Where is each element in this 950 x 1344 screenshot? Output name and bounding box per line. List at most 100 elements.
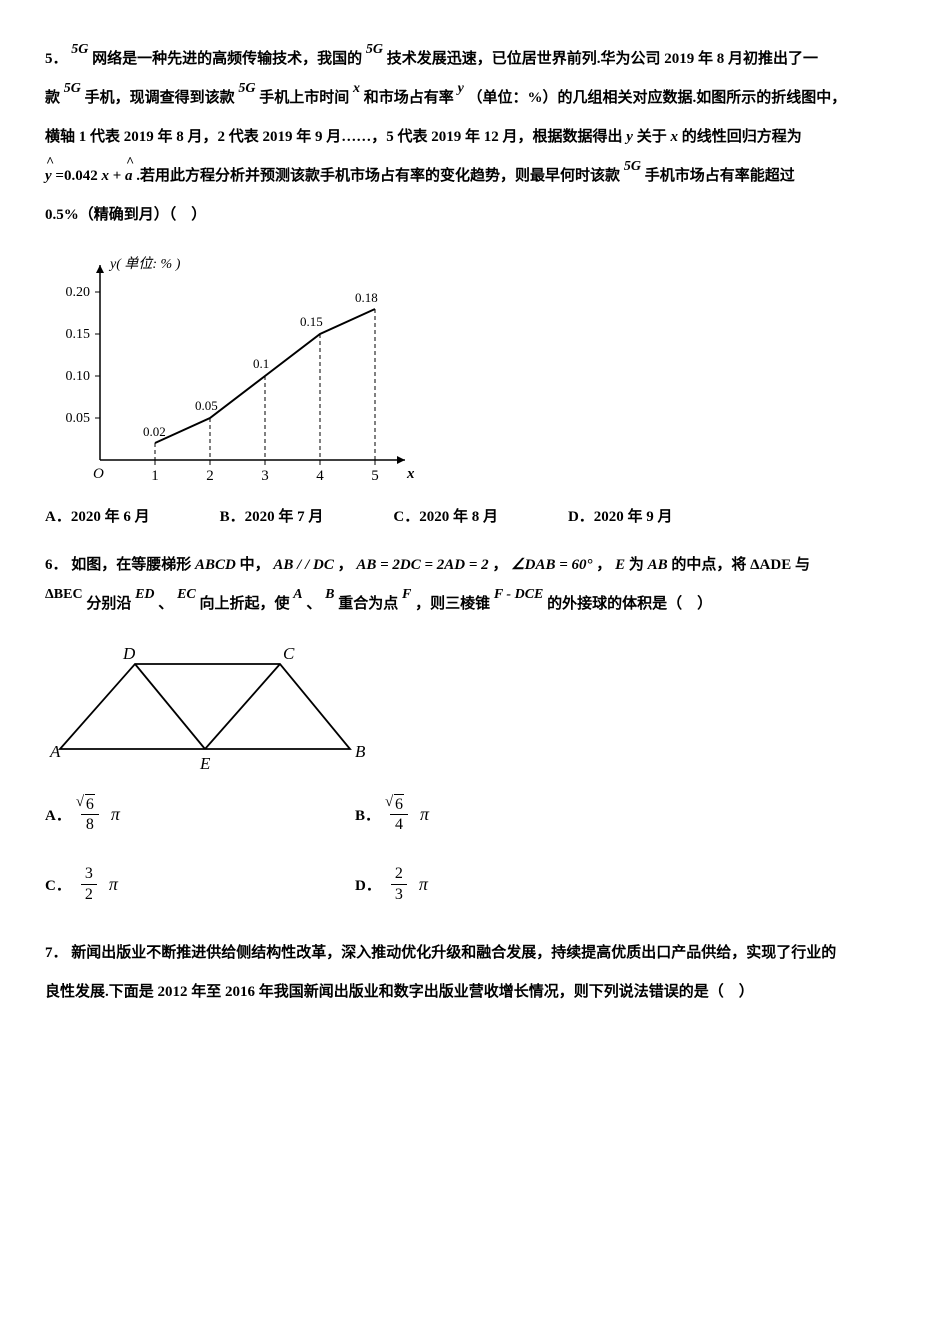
xticklabel-4: 4 <box>316 468 324 484</box>
vertex-e: E <box>199 754 211 773</box>
datalabel-1: 0.02 <box>143 424 166 439</box>
q5-option-a: A．2020 年 6 月 <box>45 505 150 526</box>
question-6: 6． 如图，在等腰梯形 ABCD 中， AB / / DC ， AB = 2DC… <box>45 546 905 904</box>
datalabel-2: 0.05 <box>195 398 218 413</box>
q6-a-frac: 6 8 <box>81 794 99 834</box>
q6-b-pi: π <box>420 804 429 825</box>
q5-t2e: （单位：%）的几组相关对应数据.如图所示的折线图中， <box>468 90 847 106</box>
q5-options: A．2020 年 6 月 B．2020 年 7 月 C．2020 年 8 月 D… <box>45 505 905 526</box>
q7-line1: 7． 新闻出版业不断推进供给侧结构性改革，深入推动优化升级和融合发展，持续提高优… <box>45 934 905 973</box>
fiveG-4: 5G <box>238 81 255 96</box>
vertex-a: A <box>49 742 61 761</box>
q6-option-b: B． 6 4 π <box>355 794 665 834</box>
q6-t1b: 中， <box>240 557 274 573</box>
q6-e: E <box>615 557 625 573</box>
q6-line2: ΔBEC 分别沿 ED 、 EC 向上折起，使 A 、 B 重合为点 F ，则三… <box>45 585 905 624</box>
q6-option-c: C． 3 2 π <box>45 864 355 903</box>
xticklabel-2: 2 <box>206 468 214 484</box>
q6-b-label: B． <box>355 804 380 825</box>
x-arrow-label: x <box>406 466 415 482</box>
q6-d-label: D． <box>355 874 381 895</box>
q6-a-num: 6 <box>85 794 95 814</box>
data-line <box>155 309 375 443</box>
q5-line4: y =0.042 x + a .若用此方程分析并预测该款手机市场占有率的变化趋势… <box>45 157 905 196</box>
q5-t4b: 手机市场占有率能超过 <box>645 168 795 184</box>
yticklabel-4: 0.20 <box>66 285 91 300</box>
q6-t1e: 的中点，将 <box>671 557 750 573</box>
q6-t2d: 、 <box>306 596 321 612</box>
q6-d-pi: π <box>419 874 428 895</box>
q6-t1a: 如图，在等腰梯形 <box>71 557 195 573</box>
q6-figure: A B C D E <box>45 639 385 779</box>
q6-rel1: AB / / DC <box>273 557 333 573</box>
q6-pyr: F - DCE <box>494 587 544 602</box>
q6-a-label: A． <box>45 804 71 825</box>
q5-chart: 0.05 0.10 0.15 0.20 1 2 3 4 5 O x y( 单位:… <box>45 250 425 490</box>
q6-d-frac: 2 3 <box>391 864 407 903</box>
q6-t2g: 的外接球的体积是（ ） <box>547 596 712 612</box>
q6-ec: EC <box>177 587 196 602</box>
q6-c-label: C． <box>45 874 71 895</box>
y-axis-arrow <box>96 265 104 273</box>
datalabel-4: 0.15 <box>300 314 323 329</box>
question-7: 7． 新闻出版业不断推进供给侧结构性改革，深入推动优化升级和融合发展，持续提高优… <box>45 934 905 1012</box>
q6-trapezoid-svg: A B C D E <box>45 639 385 779</box>
q6-t1d: 为 <box>629 557 648 573</box>
q6-c1: ， <box>338 557 357 573</box>
var-y-1: y <box>458 81 464 96</box>
x-axis-arrow <box>397 456 405 464</box>
q6-c-frac: 3 2 <box>81 864 97 903</box>
q5-t1a: 网络是一种先进的高频传输技术，我国的 <box>92 51 362 67</box>
q6-line1: 6． 如图，在等腰梯形 ABCD 中， AB / / DC ， AB = 2DC… <box>45 546 905 585</box>
datalabel-5: 0.18 <box>355 290 378 305</box>
q6-t2f: ，则三棱锥 <box>415 596 490 612</box>
q6-tri1: ΔADE <box>750 557 791 573</box>
yticklabel-2: 0.10 <box>66 369 91 384</box>
fiveG-3: 5G <box>64 81 81 96</box>
q6-angle: ∠DAB = 60° <box>511 557 592 573</box>
vertex-c: C <box>283 644 295 663</box>
q6-options: A． 6 8 π B． 6 4 π C． 3 2 π D． <box>45 794 665 904</box>
q6-c-den: 2 <box>81 885 97 904</box>
q5-option-d: D．2020 年 9 月 <box>568 505 673 526</box>
q6-a: A <box>293 587 302 602</box>
eq-plus: + <box>113 168 125 184</box>
q6-t2a: 分别沿 <box>86 596 131 612</box>
q6-t2e: 重合为点 <box>338 596 398 612</box>
q5-t2d: 和市场占有率 <box>364 90 454 106</box>
origin-label: O <box>93 466 104 482</box>
q6-abcd: ABCD <box>195 557 236 573</box>
q6-ab: AB <box>648 557 668 573</box>
q5-t2b: 手机，现调查得到该款 <box>85 90 235 106</box>
q5-t3: 横轴 1 代表 2019 年 8 月，2 代表 2019 年 9 月……，5 代… <box>45 129 626 145</box>
q6-t2c: 向上折起，使 <box>200 596 290 612</box>
line-ce <box>205 664 280 749</box>
eq-y-hat: y <box>45 157 52 196</box>
datalabel-3: 0.1 <box>253 356 269 371</box>
q6-t2b: 、 <box>158 596 173 612</box>
q6-d-num: 2 <box>391 864 407 884</box>
q6-a-den: 8 <box>82 815 98 834</box>
q6-b-den: 4 <box>391 815 407 834</box>
q5-option-b: B．2020 年 7 月 <box>220 505 324 526</box>
q6-rel2: AB = 2DC = 2AD = 2 <box>356 557 488 573</box>
yticklabel-3: 0.15 <box>66 327 91 342</box>
q6-option-a: A． 6 8 π <box>45 794 355 834</box>
xticklabel-3: 3 <box>261 468 269 484</box>
var-x-2: x <box>670 129 678 145</box>
q6-ed: ED <box>135 587 154 602</box>
q5-line1: 5． 5G 网络是一种先进的高频传输技术，我国的 5G 技术发展迅速，已位居世界… <box>45 40 905 79</box>
q5-t2c: 手机上市时间 <box>259 90 349 106</box>
q5-line3: 横轴 1 代表 2019 年 8 月，2 代表 2019 年 9 月……，5 代… <box>45 118 905 157</box>
q6-a-pi: π <box>111 804 120 825</box>
xticklabel-5: 5 <box>371 468 379 484</box>
q6-c2: ， <box>492 557 511 573</box>
q5-line5: 0.5%（精确到月）（ ） <box>45 196 905 235</box>
fiveG-2: 5G <box>366 42 383 57</box>
q7-t1: 新闻出版业不断推进供给侧结构性改革，深入推动优化升级和融合发展，持续提高优质出口… <box>71 945 836 961</box>
q6-option-d: D． 2 3 π <box>355 864 665 903</box>
q5-number: 5． <box>45 51 68 67</box>
y-axis-label: y( 单位: % ) <box>108 256 181 272</box>
fiveG-1: 5G <box>71 42 88 57</box>
q5-line2: 款 5G 手机，现调查得到该款 5G 手机上市时间 x 和市场占有率 y （单位… <box>45 79 905 118</box>
